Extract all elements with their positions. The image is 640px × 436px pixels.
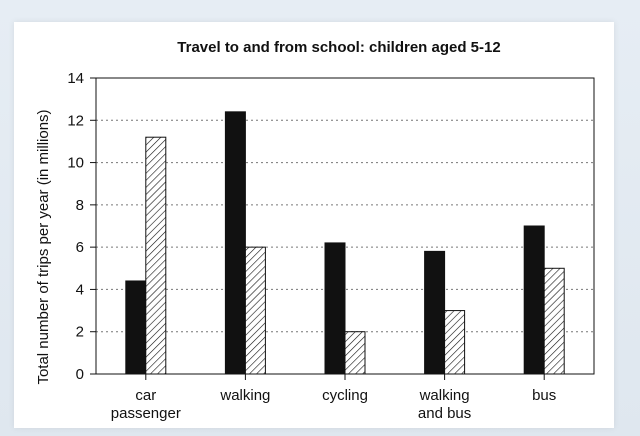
x-category-label-line: cycling bbox=[322, 387, 368, 404]
y-tick-label: 8 bbox=[76, 197, 84, 214]
x-category-label-line: passenger bbox=[111, 405, 181, 422]
x-category-label-line: walking bbox=[419, 387, 470, 404]
y-tick-label: 14 bbox=[67, 70, 84, 87]
bar-series-1-category-2 bbox=[224, 111, 246, 375]
y-tick-label: 4 bbox=[76, 281, 84, 298]
bar-series-1-category-5 bbox=[523, 225, 545, 375]
chart-title: Travel to and from school: children aged… bbox=[177, 39, 500, 56]
x-category-label: car passenger bbox=[111, 387, 181, 422]
x-category-label-line: car bbox=[135, 387, 156, 404]
bar-series-1-category-4 bbox=[424, 250, 446, 375]
chart-plot-area: 0 2 4 6 8 10 12 14 car passenger walking cycling wa… bbox=[67, 70, 595, 422]
y-tick-label: 2 bbox=[76, 324, 84, 341]
y-tick-label: 10 bbox=[67, 155, 84, 172]
bar-series-1-category-3 bbox=[324, 242, 346, 375]
y-tick-label: 6 bbox=[76, 239, 84, 256]
x-category-label-line: bus bbox=[532, 387, 556, 404]
y-axis-label: Total number of trips per year (in milli… bbox=[35, 109, 52, 384]
x-category-label: cycling bbox=[322, 387, 368, 404]
chart-axes bbox=[90, 77, 595, 380]
bar-series-2-category-1 bbox=[145, 136, 167, 375]
bar-series-2-category-2 bbox=[244, 246, 266, 375]
bar-series-2-category-3 bbox=[344, 331, 366, 375]
y-gridlines bbox=[96, 119, 594, 333]
y-tick-label: 0 bbox=[76, 366, 84, 383]
x-category-label-line: and bus bbox=[418, 405, 471, 422]
bar-series-group bbox=[125, 111, 565, 375]
bar-series-2-category-5 bbox=[543, 267, 565, 375]
chart-card: Travel to and from school: children aged… bbox=[14, 22, 614, 428]
y-tick-label: 12 bbox=[67, 112, 84, 129]
bar-series-1-category-1 bbox=[125, 280, 147, 375]
y-tick-labels: 0 2 4 6 8 10 12 14 bbox=[67, 70, 84, 383]
x-category-label-line: walking bbox=[219, 387, 270, 404]
bar-series-2-category-4 bbox=[444, 310, 466, 375]
x-category-label: walking bbox=[219, 387, 270, 404]
bar-chart: Travel to and from school: children aged… bbox=[35, 39, 595, 422]
x-category-label: bus bbox=[532, 387, 556, 404]
x-category-label: walking and bus bbox=[418, 387, 471, 422]
